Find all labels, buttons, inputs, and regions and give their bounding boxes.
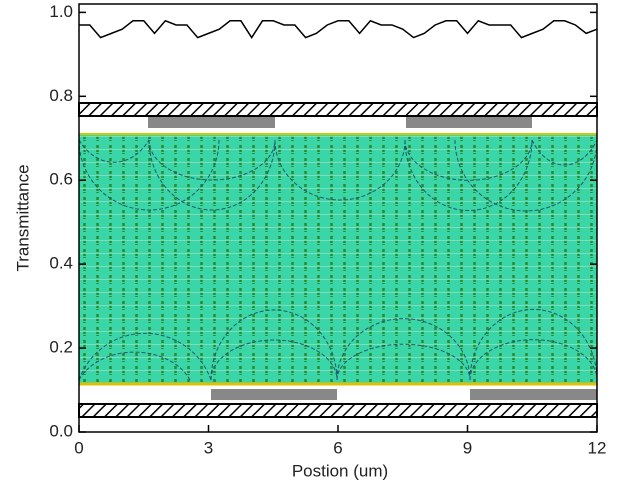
x-axis-label: Postion (um) [292,461,388,480]
y-axis-label: Transmittance [13,164,32,271]
x-tick-label: 3 [204,438,213,457]
lc-cell-schematic [78,102,598,418]
y-tick-label: 0.2 [49,338,73,357]
x-tick-label: 9 [463,438,472,457]
y-tick-label: 0.0 [49,421,73,440]
x-tick-label: 0 [74,438,83,457]
transmittance-line [79,19,598,39]
x-tick-label: 6 [333,438,342,457]
y-tick-label: 0.4 [49,254,73,273]
y-tick-label: 0.6 [49,170,73,189]
y-tick-label: 1.0 [49,2,73,21]
x-tick-label: 12 [588,438,607,457]
y-tick-label: 0.8 [49,86,73,105]
